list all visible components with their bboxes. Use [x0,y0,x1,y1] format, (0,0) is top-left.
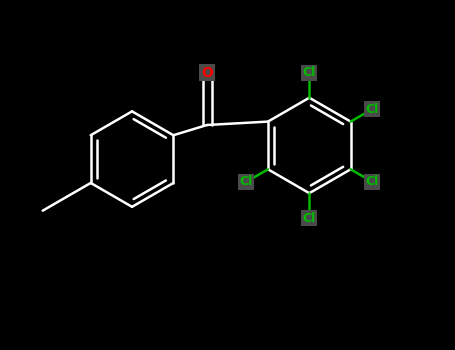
Text: Cl: Cl [240,175,253,188]
Text: Cl: Cl [303,212,316,225]
Text: O: O [201,66,213,80]
Text: Cl: Cl [303,66,316,79]
Text: Cl: Cl [366,103,379,116]
Text: Cl: Cl [366,175,379,188]
